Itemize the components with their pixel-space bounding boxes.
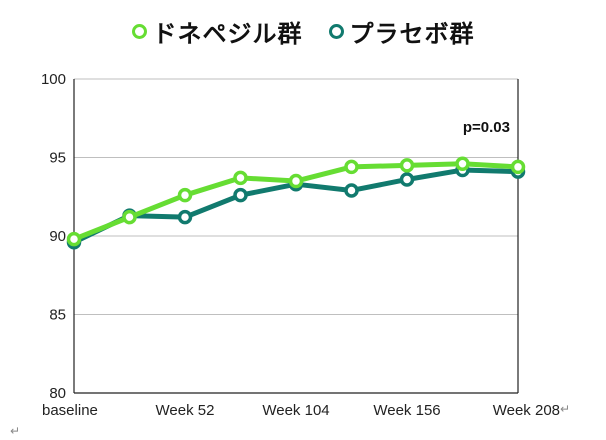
data-point-0-2 <box>177 187 193 203</box>
data-point-0-0 <box>66 231 82 247</box>
x-axis: baseline Week 52 Week 104 Week 156 Week 208 <box>42 392 560 419</box>
legend-item-donepezil: ドネペジル群 <box>131 14 303 49</box>
y-tick-label-90: 90 <box>49 228 66 245</box>
x-tick-label-0: baseline <box>42 402 98 419</box>
x-tick-label-6: Week 156 <box>373 402 440 419</box>
data-point-0-4 <box>288 173 304 189</box>
series-0 <box>66 156 526 247</box>
x-tick-label-4: Week 104 <box>262 402 329 419</box>
data-point-1-2 <box>177 209 193 225</box>
x-tick-label-2: Week 52 <box>156 402 215 419</box>
legend: ドネペジル群 プラセボ群 <box>0 14 606 49</box>
legend-label-donepezil: ドネペジル群 <box>152 20 303 48</box>
data-point-1-5 <box>344 183 359 198</box>
data-point-0-5 <box>344 159 359 175</box>
legend-marker-donepezil <box>131 24 147 39</box>
return-mark-bottom: ↵ <box>10 424 21 438</box>
data-point-0-1 <box>122 209 137 225</box>
data-point-0-6 <box>399 158 415 173</box>
y-tick-label-85: 85 <box>49 307 66 324</box>
y-tick-label-95: 95 <box>49 150 66 167</box>
data-point-1-6 <box>399 172 415 187</box>
y-tick-label-100: 100 <box>41 71 66 88</box>
data-point-1-3 <box>233 187 248 203</box>
data-point-0-8 <box>510 159 526 175</box>
x-tick-label-8: Week 208 <box>493 402 560 419</box>
p-value-annotation: p=0.03 <box>463 119 510 136</box>
legend-item-placebo: プラセボ群 <box>328 14 475 49</box>
data-point-0-7 <box>455 156 470 172</box>
legend-marker-placebo <box>328 24 344 39</box>
data-point-0-3 <box>233 170 248 186</box>
legend-label-placebo: プラセボ群 <box>349 20 475 48</box>
y-tick-label-80: 80 <box>49 385 66 402</box>
series-group <box>66 156 526 250</box>
return-mark-axis: ↵ <box>560 402 571 416</box>
gridlines <box>74 78 518 315</box>
